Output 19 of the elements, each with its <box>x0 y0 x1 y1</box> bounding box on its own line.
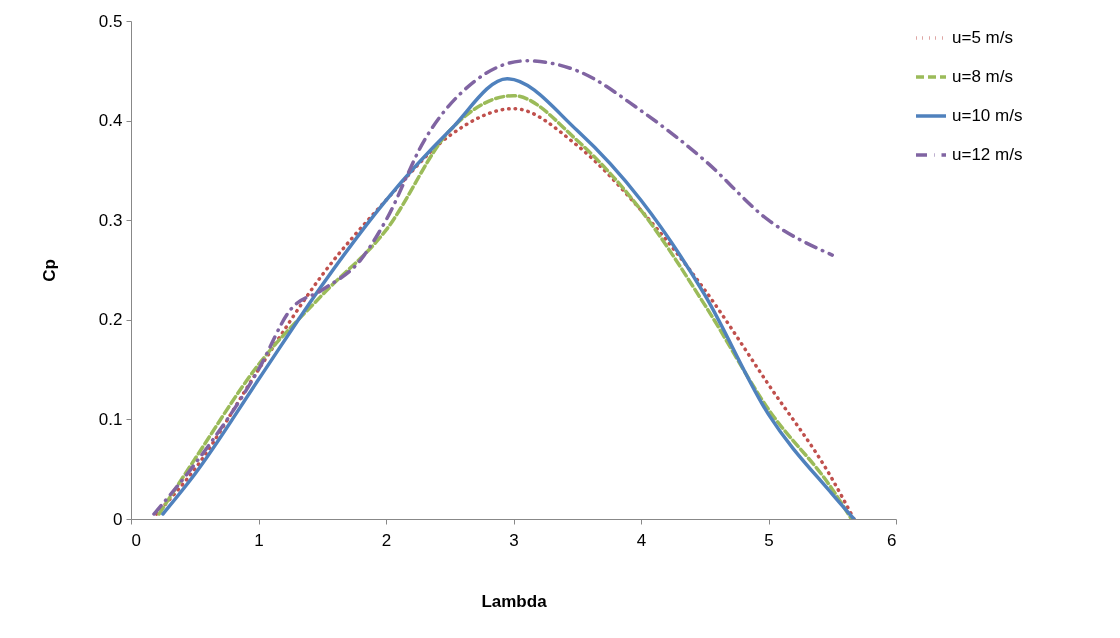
x-tick-label: 5 <box>764 530 774 550</box>
legend-label: u=12 m/s <box>952 145 1023 164</box>
x-tick-label: 3 <box>509 530 519 550</box>
x-tick-label: 2 <box>381 530 392 550</box>
x-axis-title: Lambda <box>481 591 548 611</box>
x-tick-label: 4 <box>636 530 647 550</box>
y-tick-label: 0 <box>113 509 123 529</box>
x-tick-label: 1 <box>254 530 264 550</box>
x-tick-label: 6 <box>887 530 897 550</box>
legend-label: u=8 m/s <box>952 67 1013 86</box>
y-tick-label: 0.1 <box>98 409 123 429</box>
legend-label: u=5 m/s <box>952 28 1013 47</box>
y-axis-title: Cp <box>39 259 59 282</box>
y-tick-label: 0.5 <box>98 11 123 31</box>
y-tick-label: 0.3 <box>98 210 123 230</box>
x-tick-label: 0 <box>131 530 141 550</box>
legend-label: u=10 m/s <box>952 106 1023 125</box>
y-tick-label: 0.2 <box>98 310 123 330</box>
y-tick-label: 0.4 <box>98 111 123 131</box>
